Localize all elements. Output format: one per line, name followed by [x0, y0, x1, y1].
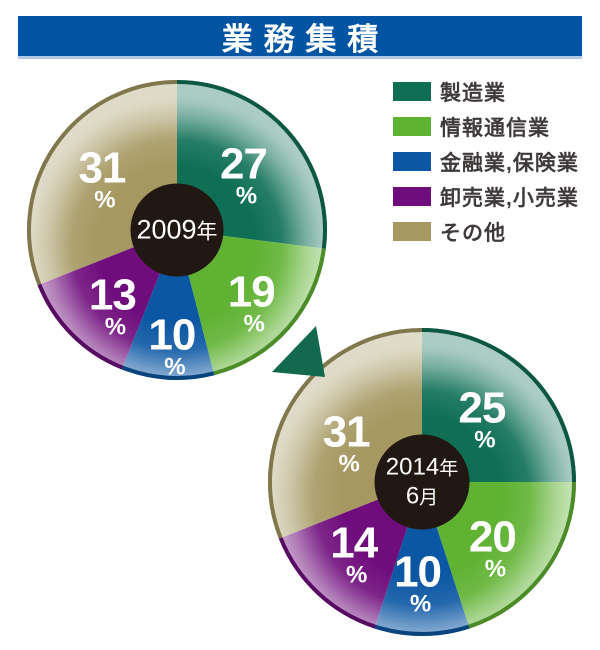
legend-item: 製造業	[393, 74, 579, 109]
legend-item: 金融業,保険業	[393, 144, 579, 179]
pie-rim	[268, 328, 423, 539]
transition-arrow-icon	[272, 326, 325, 377]
pie-center-label: 2014 年 6 月	[374, 434, 470, 530]
legend-swatch-icon	[393, 152, 431, 171]
title-bar: 業務集積	[18, 16, 582, 59]
pie-center-label: 2009 年	[130, 183, 224, 277]
pie-rim	[468, 481, 576, 629]
pie-rim	[176, 80, 327, 249]
pie-rim	[121, 365, 215, 381]
legend-item-label: その他	[440, 221, 506, 245]
legend-swatch-icon	[393, 222, 431, 241]
pie-rim	[213, 248, 326, 376]
legend-item-label: 情報通信業	[440, 116, 550, 140]
legend-item-label: 製造業	[440, 81, 506, 105]
pie-rim	[37, 283, 124, 370]
center-label-line: 2009 年	[136, 214, 218, 245]
legend-item: 情報通信業	[393, 109, 579, 144]
legend-item: 卸売業,小売業	[393, 179, 579, 214]
pie-rim	[421, 328, 576, 483]
legend: 製造業情報通信業金融業,保険業 卸売業,小売業 その他	[393, 74, 579, 249]
page-title: 業務集積	[221, 21, 390, 57]
legend-swatch-icon	[393, 117, 431, 136]
legend-item-label: 卸売業,小売業	[440, 186, 579, 210]
legend-item-label: 金融業,保険業	[440, 151, 579, 175]
legend-item: その他	[393, 214, 579, 249]
pie-rim	[27, 80, 178, 286]
pie-rim	[374, 624, 470, 636]
pie-rim	[278, 537, 376, 629]
legend-swatch-icon	[393, 82, 431, 101]
center-label-line: 2014 年	[385, 453, 459, 481]
legend-swatch-icon	[393, 187, 431, 206]
